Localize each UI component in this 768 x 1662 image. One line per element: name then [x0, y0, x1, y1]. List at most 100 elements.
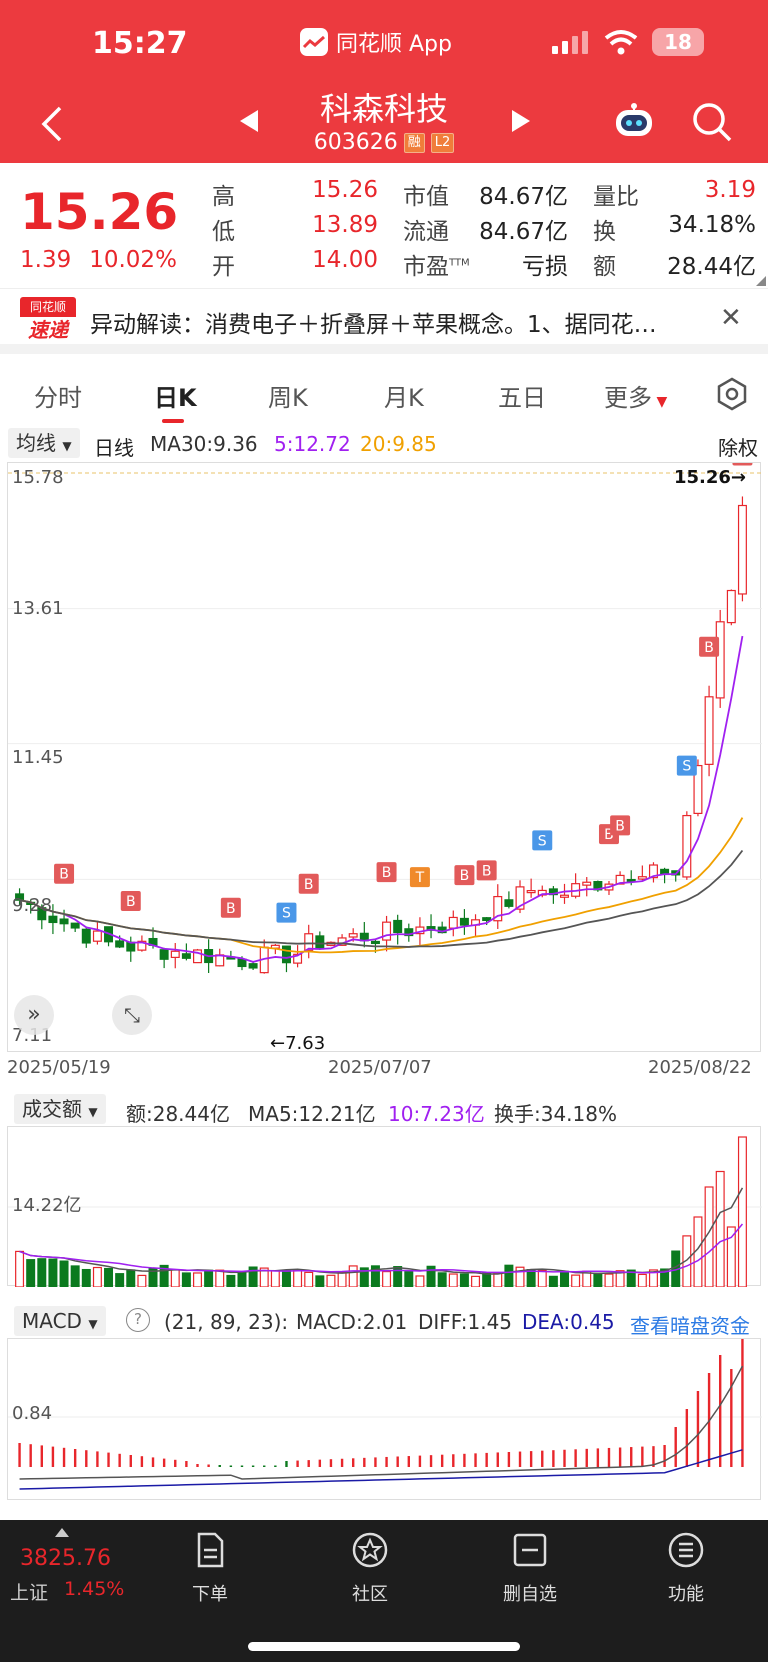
tab-monthly-k[interactable]: 月K	[384, 384, 424, 412]
candle-body	[281, 945, 291, 964]
news-text[interactable]: 异动解读：消费电子＋折叠屏＋苹果概念。1、据同花…	[90, 312, 657, 338]
nav-community[interactable]: 社区	[320, 1530, 420, 1606]
volume-bar	[415, 1275, 425, 1288]
robot-assistant-icon[interactable]	[612, 102, 656, 140]
signal-b-label: B	[482, 863, 492, 879]
value-amount: 28.44亿	[667, 254, 756, 280]
pe-ttm-sup: TTM	[449, 257, 470, 269]
search-icon[interactable]	[690, 100, 734, 144]
news-logo-bottom: 速递	[28, 318, 68, 342]
candle-body	[648, 864, 658, 879]
dea-line	[19, 1449, 743, 1490]
signal-b-label: B	[126, 894, 136, 910]
nav-remove-watchlist[interactable]: 删自选	[480, 1530, 580, 1606]
status-icons: 18	[552, 28, 704, 56]
prev-stock-icon[interactable]	[240, 110, 258, 132]
signal-b-badge	[220, 897, 241, 918]
x-label-mid: 2025/07/07	[328, 1057, 432, 1078]
signal-b-badge	[610, 815, 631, 836]
candle-body	[493, 895, 503, 922]
order-icon	[197, 1532, 224, 1568]
ma20-line	[19, 817, 744, 954]
volume-bar	[715, 1170, 725, 1288]
news-logo-top: 同花顺	[20, 297, 76, 317]
volume-bar	[348, 1265, 358, 1288]
close-icon[interactable]: ✕	[720, 303, 742, 333]
volume-bar	[448, 1273, 458, 1288]
value-float-cap: 84.67亿	[479, 219, 568, 245]
tab-weekly-k[interactable]: 周K	[268, 384, 308, 412]
signal-b-label: B	[460, 868, 470, 884]
tab-intraday[interactable]: 分时	[34, 384, 82, 412]
volume-bar	[137, 1274, 147, 1288]
period-tabs: 分时 日K 周K 月K 五日 更多 ▼	[0, 364, 768, 424]
value-turnover: 34.18%	[668, 212, 756, 238]
nav-functions-label: 功能	[668, 1584, 704, 1605]
nav-order[interactable]: 下单	[160, 1530, 260, 1606]
kline-chart[interactable]: BBBSBBTBBSBBSBB 15.78 13.61 11.45 9.28 7…	[7, 445, 762, 1054]
signal-b-label: B	[704, 640, 714, 656]
low-marker: ←7.63	[270, 1033, 326, 1054]
candle-body	[404, 928, 414, 937]
candle-body	[393, 919, 403, 934]
help-icon[interactable]: ?	[126, 1308, 150, 1332]
volume-bar	[537, 1269, 547, 1288]
tab-five-day[interactable]: 五日	[498, 384, 546, 412]
expand-left-icon[interactable]: »	[14, 995, 54, 1035]
signal-b-badge	[699, 636, 720, 657]
macd-chart[interactable]: 0.84	[7, 1329, 762, 1500]
volume-indicator-select[interactable]: 成交额 ▼	[14, 1094, 106, 1124]
settings-icon[interactable]	[714, 376, 750, 412]
volume-ma10: 10:7.23亿	[388, 1102, 485, 1126]
kline-svg: BBBSBBTBBSBBSBB	[8, 445, 762, 974]
back-icon[interactable]	[34, 100, 70, 148]
candle-body	[81, 928, 91, 944]
functions-icon	[668, 1532, 704, 1568]
y-label-4: 9.28	[12, 895, 53, 916]
candle-body	[459, 917, 469, 926]
candle-body	[348, 933, 358, 938]
tab-more[interactable]: 更多 ▼	[604, 384, 668, 412]
y-label-3: 11.45	[12, 747, 64, 768]
nav-functions[interactable]: 功能	[636, 1530, 736, 1606]
change-pct: 10.02%	[89, 247, 177, 273]
fullscreen-icon[interactable]: ⤡	[112, 995, 152, 1035]
volume-bar	[504, 1264, 514, 1288]
volume-bar	[326, 1274, 336, 1288]
tab-daily-k[interactable]: 日K	[154, 384, 197, 412]
ma20-value: 20:9.85	[360, 432, 437, 456]
volume-bar	[104, 1267, 114, 1288]
nav-remove-watchlist-label: 删自选	[503, 1584, 557, 1605]
volume-chart[interactable]: 14.22亿	[7, 1126, 762, 1288]
signal-b-label: B	[226, 901, 236, 917]
volume-bar	[48, 1258, 58, 1288]
home-indicator[interactable]	[248, 1642, 520, 1651]
status-app-indicator[interactable]: 同花顺 App	[300, 26, 452, 58]
macd-indicator-select[interactable]: MACD ▼	[14, 1306, 106, 1336]
label-float-cap: 流通	[403, 219, 449, 245]
expand-corner-icon[interactable]	[756, 276, 766, 286]
diff-value: DIFF:1.45	[418, 1310, 513, 1334]
adjust-button[interactable]: 除权	[718, 436, 758, 460]
candle-body	[137, 940, 147, 951]
volume-turnover: 换手:34.18%	[494, 1102, 617, 1126]
remove-watchlist-icon	[513, 1533, 547, 1567]
cellular-icon	[552, 31, 588, 54]
volume-bar	[571, 1274, 581, 1288]
news-ticker[interactable]: 同花顺 速递 异动解读：消费电子＋折叠屏＋苹果概念。1、据同花… ✕	[0, 288, 768, 354]
next-stock-icon[interactable]	[512, 110, 530, 132]
candle-body	[170, 950, 180, 958]
index-value[interactable]: 3825.76	[20, 1546, 111, 1571]
macd-y-label: 0.84	[12, 1403, 53, 1424]
active-tab-indicator	[162, 419, 184, 423]
dark-pool-link[interactable]: 查看暗盘资金	[630, 1314, 750, 1338]
signal-b-label: B	[604, 827, 614, 843]
change-value: 1.39	[20, 247, 72, 273]
volume-svg	[8, 1136, 762, 1288]
volume-bar	[482, 1272, 492, 1288]
indicator-select[interactable]: 均线 ▼	[8, 428, 80, 458]
signal-b-badge	[120, 890, 141, 911]
candle-body	[59, 918, 69, 925]
quote-panel[interactable]: 15.26 1.39 10.02% 高 15.26 市值 84.67亿 量比 3.…	[0, 163, 768, 288]
candle-body	[560, 894, 569, 898]
